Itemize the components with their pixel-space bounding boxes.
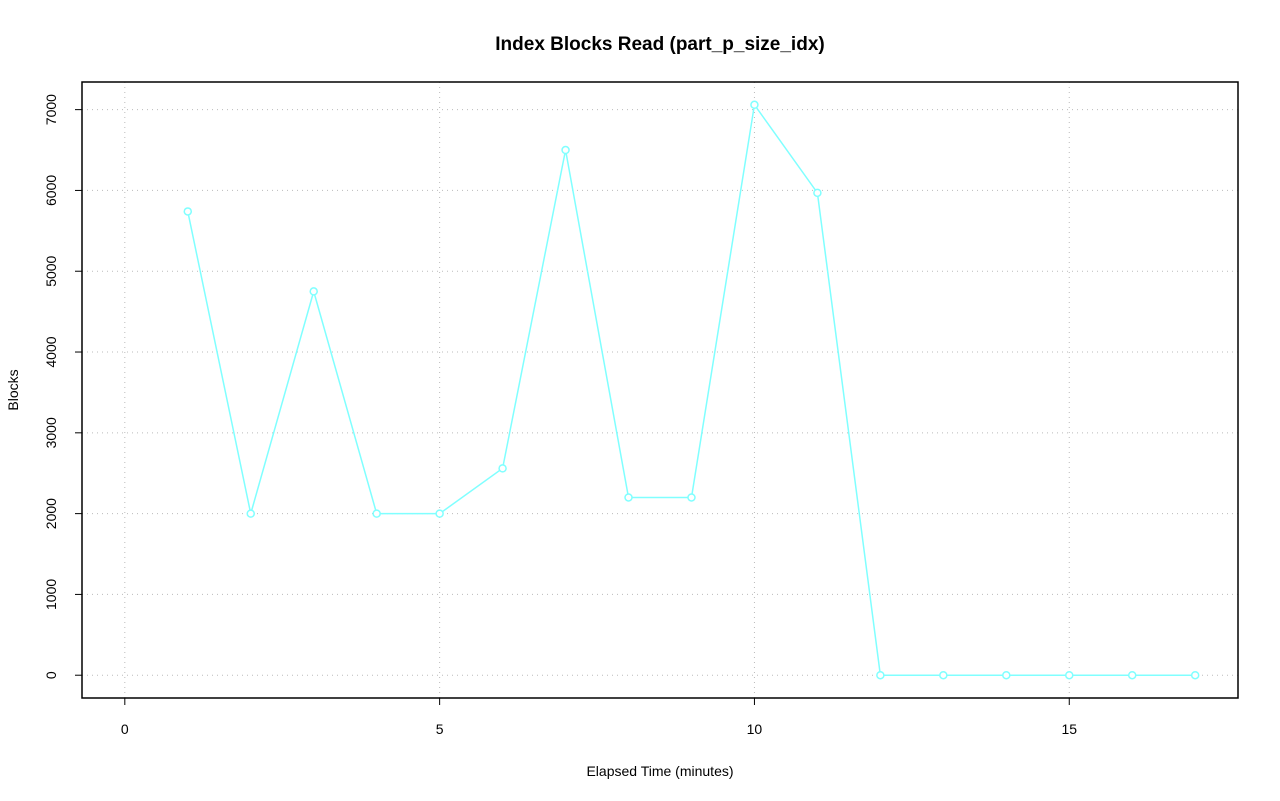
y-axis-label: Blocks [5, 369, 21, 410]
x-tick-label: 5 [436, 721, 444, 737]
data-point [939, 670, 948, 680]
x-tick-label: 0 [121, 721, 129, 737]
data-point [246, 509, 255, 518]
x-tick-label: 15 [1061, 721, 1077, 737]
y-tick-label: 1000 [43, 579, 59, 610]
y-tick-label: 0 [43, 671, 59, 679]
data-point [876, 670, 885, 680]
data-point [435, 509, 444, 518]
data-point [498, 464, 507, 473]
y-tick-label: 3000 [43, 417, 59, 448]
data-point [1190, 670, 1200, 680]
data-point [1127, 670, 1137, 680]
data-point [372, 509, 381, 518]
x-tick-label: 10 [747, 721, 763, 737]
y-tick-label: 4000 [43, 336, 59, 367]
data-point [561, 145, 570, 155]
y-tick-label: 5000 [43, 255, 59, 286]
y-tick-label: 6000 [43, 175, 59, 206]
plot-frame [81, 81, 1239, 699]
data-point [1002, 670, 1011, 680]
data-point [183, 207, 193, 216]
data-point [309, 287, 318, 296]
x-axis-label: Elapsed Time (minutes) [586, 763, 733, 779]
data-point [750, 100, 759, 110]
data-point [1065, 670, 1074, 680]
y-tick-label: 2000 [43, 498, 59, 529]
data-point [687, 493, 696, 502]
data-point [624, 493, 633, 502]
y-tick-label: 7000 [43, 94, 59, 125]
chart-title: Index Blocks Read (part_p_size_idx) [495, 34, 824, 55]
data-point [813, 188, 822, 198]
